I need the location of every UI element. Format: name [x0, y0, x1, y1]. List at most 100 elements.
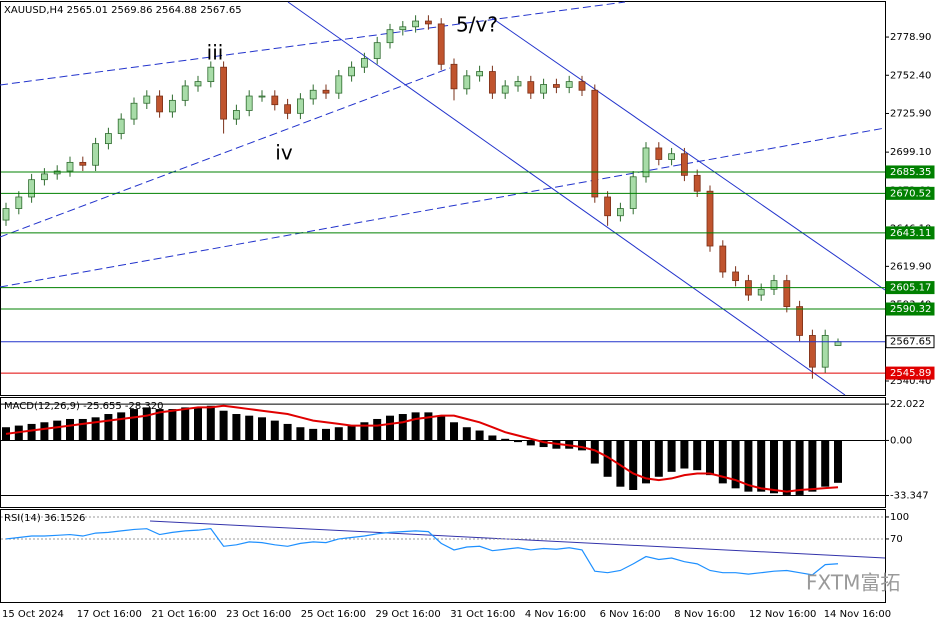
x-tick-label: 29 Oct 16:00: [376, 609, 441, 620]
macd-bar: [232, 414, 241, 441]
macd-bar: [462, 427, 471, 441]
macd-bar: [603, 440, 612, 477]
x-tick-label: 31 Oct 16:00: [450, 609, 515, 620]
level-label-box: [885, 302, 935, 316]
macd-title: MACD(12,26,9) -25.655 -28.320: [4, 401, 164, 412]
macd-bar: [693, 440, 702, 471]
candle-body: [271, 95, 279, 106]
rsi-title: RSI(14) 36.1526: [4, 513, 85, 524]
candle-body: [168, 99, 176, 113]
macd-bar: [296, 427, 305, 441]
candle-body: [220, 66, 228, 120]
candle-body: [105, 133, 112, 145]
macd-bar: [130, 409, 138, 441]
level-label-box: [885, 165, 935, 179]
macd-bar: [808, 440, 817, 492]
candle-body: [66, 161, 74, 172]
candle-body: [681, 153, 688, 176]
macd-bar: [168, 409, 177, 441]
candle-body: [245, 95, 253, 111]
level-label-box: [885, 335, 935, 349]
macd-bar: [322, 428, 330, 441]
trend-line: [0, 67, 451, 238]
candle-body: [412, 20, 420, 28]
macd-bar: [117, 412, 126, 441]
x-tick-label: 23 Oct 16:00: [226, 609, 291, 620]
candle-body: [629, 176, 637, 209]
price-title: XAUUSD,H4 2565.01 2569.86 2564.88 2567.6…: [4, 5, 242, 16]
macd-bar: [450, 422, 458, 441]
candle-body: [578, 81, 586, 91]
macd-bar: [181, 407, 190, 441]
candle-body: [770, 280, 778, 290]
candle-body: [604, 196, 611, 217]
candle-body: [360, 58, 368, 68]
candle-body: [809, 335, 816, 368]
rsi-panel-frame: [0, 509, 886, 603]
candle-body: [15, 196, 23, 209]
channel-line: [287, 1, 846, 396]
macd-bar: [731, 440, 740, 489]
channel-line: [491, 17, 886, 291]
y-tick-label: 2725.90: [890, 108, 931, 119]
level-label: 2567.65: [890, 337, 931, 348]
candle-body: [668, 153, 675, 160]
x-tick-label: 8 Nov 16:00: [674, 609, 735, 620]
level-label-box: [885, 366, 935, 380]
x-tick-label: 17 Oct 16:00: [77, 609, 142, 620]
macd-bar: [616, 440, 625, 487]
candle-body: [655, 147, 663, 160]
macd-bar: [194, 407, 202, 441]
watermark: FXTM富拓: [806, 571, 900, 595]
candle-body: [617, 208, 624, 217]
y-tick-label: -33.347: [890, 491, 929, 502]
candle-body: [476, 71, 484, 77]
macd-bar: [309, 428, 318, 441]
candle-body: [28, 179, 36, 198]
candle-body: [796, 306, 803, 336]
rsi-line: [5, 528, 839, 576]
candle-body: [501, 85, 509, 94]
level-label-box: [885, 186, 935, 200]
candle-body: [348, 66, 356, 77]
macd-bar: [629, 440, 638, 490]
y-tick-label: 2699.10: [890, 147, 931, 158]
macd-bar: [206, 405, 215, 441]
candle-body: [540, 84, 547, 94]
macd-bar: [27, 423, 36, 441]
macd-bar: [475, 430, 484, 441]
macd-bar: [539, 440, 548, 448]
candle-body: [322, 89, 330, 94]
y-tick-label: 2752.40: [890, 70, 931, 81]
macd-bar: [770, 440, 778, 494]
candle-body: [642, 147, 650, 178]
wave-label: iii: [207, 41, 224, 65]
candle-body: [463, 75, 471, 90]
macd-bar: [501, 438, 510, 441]
level-label: 2605.17: [890, 283, 931, 294]
candle-body: [373, 42, 381, 59]
candle-body: [386, 29, 394, 44]
level-label-box: [885, 226, 935, 240]
y-tick-label: 70: [890, 534, 903, 545]
candle-body: [156, 95, 164, 113]
macd-bar: [578, 440, 586, 451]
macd-bar: [53, 420, 62, 441]
macd-bar: [283, 423, 292, 441]
level-label: 2545.89: [890, 368, 931, 379]
x-tick-label: 14 Nov 16:00: [824, 609, 891, 620]
macd-bar: [411, 412, 420, 441]
y-tick-label: 0.00: [890, 435, 912, 446]
signal-line: [5, 404, 839, 493]
candle-body: [706, 190, 714, 247]
macd-bar: [706, 440, 714, 476]
macd-bar: [821, 440, 830, 487]
x-tick-label: 25 Oct 16:00: [301, 609, 366, 620]
macd-bar: [155, 409, 164, 441]
candle-body: [309, 89, 317, 100]
candle-body: [41, 173, 48, 181]
x-tick-label: 6 Nov 16:00: [600, 609, 661, 620]
macd-bar: [334, 427, 343, 441]
candle-body: [79, 161, 87, 166]
macd-bar: [667, 440, 676, 472]
